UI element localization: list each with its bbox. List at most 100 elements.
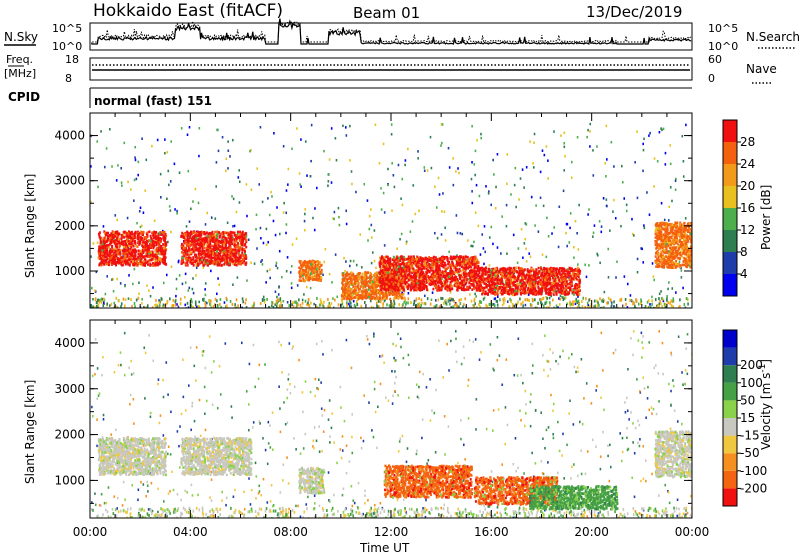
echo-cell [142,263,145,267]
echo-cell [397,283,400,286]
echo-cell [130,260,133,264]
echo-cell [541,253,544,256]
echo-cell [195,234,198,237]
echo-cell [100,263,103,267]
echo-cell [364,289,367,293]
echo-cell [250,188,253,191]
echo-cell [215,238,218,242]
echo-cell [244,252,247,255]
echo-cell [115,241,118,244]
echo-cell [393,297,396,301]
echo-cell [387,274,390,277]
echo-cell [671,300,673,304]
echo-cell [300,185,302,188]
echo-cell [174,298,177,302]
echo-cell [197,234,200,237]
echo-cell [455,170,457,173]
echo-cell [298,260,301,263]
echo-cell [496,303,499,307]
echo-cell [148,289,150,292]
echo-cell [292,305,295,308]
echo-cell [420,270,423,273]
echo-cell [412,267,415,271]
echo-cell [380,284,383,288]
echo-cell [111,253,114,257]
echo-cell [407,276,410,279]
echo-cell [400,294,403,297]
echo-cell [231,302,234,306]
echo-cell [303,293,305,296]
echo-cell [227,241,230,244]
echo-cell [118,239,121,242]
echo-cell [213,262,216,266]
echo-cell [381,286,384,290]
echo-cell [199,260,202,264]
echo-cell [106,248,109,252]
echo-cell [304,261,307,264]
echo-cell [355,288,358,292]
echo-cell [516,261,519,265]
echo-cell [385,296,388,300]
echo-cell [225,304,228,308]
echo-cell [298,269,301,273]
echo-cell [221,240,224,244]
echo-cell [290,282,293,285]
echo-cell [129,238,132,242]
echo-cell [328,173,330,176]
echo-cell [661,306,663,308]
echo-cell [471,275,474,279]
echo-cell [319,298,322,302]
echo-cell [452,264,455,268]
echo-cell [649,306,652,308]
echo-cell [463,279,466,282]
echo-cell [124,257,127,260]
echo-cell [651,302,653,306]
echo-cell [224,243,227,247]
echo-cell [98,235,101,239]
echo-cell [397,274,400,277]
echo-cell [393,299,395,303]
echo-cell [134,254,137,258]
echo-cell [311,268,314,271]
echo-cell [105,147,108,150]
echo-cell [488,306,490,308]
echo-cell [314,264,317,268]
echo-cell [456,268,459,271]
echo-cell [344,269,346,273]
echo-cell [101,297,104,301]
echo-cell [161,258,164,261]
echo-cell [276,295,278,299]
echo-cell [589,305,591,308]
echo-cell [566,291,569,294]
echo-cell [383,299,386,303]
echo-cell [324,247,327,251]
freq-tick-bottom: 8 [65,72,72,85]
echo-cell [636,257,639,261]
echo-cell [605,174,607,178]
echo-cell [197,237,200,241]
echo-cell [357,293,360,296]
echo-cell [348,264,351,268]
echo-cell [382,281,385,284]
echo-cell [295,237,298,240]
echo-cell [623,197,626,200]
echo-cell [100,236,103,240]
echo-cell [432,269,435,273]
echo-cell [186,240,189,244]
echo-cell [231,260,234,263]
echo-cell [399,262,402,266]
echo-cell [455,214,458,217]
echo-cell [129,242,132,246]
echo-cell [415,275,418,278]
echo-cell [312,271,315,275]
echo-cell [145,252,148,256]
echo-cell [393,305,395,308]
echo-cell [404,258,407,261]
echo-cell [129,240,132,243]
echo-cell [160,245,163,248]
echo-cell [456,254,458,257]
echo-cell [574,300,576,304]
echo-cell [440,277,443,280]
echo-cell [475,281,478,285]
echo-cell [280,300,282,304]
